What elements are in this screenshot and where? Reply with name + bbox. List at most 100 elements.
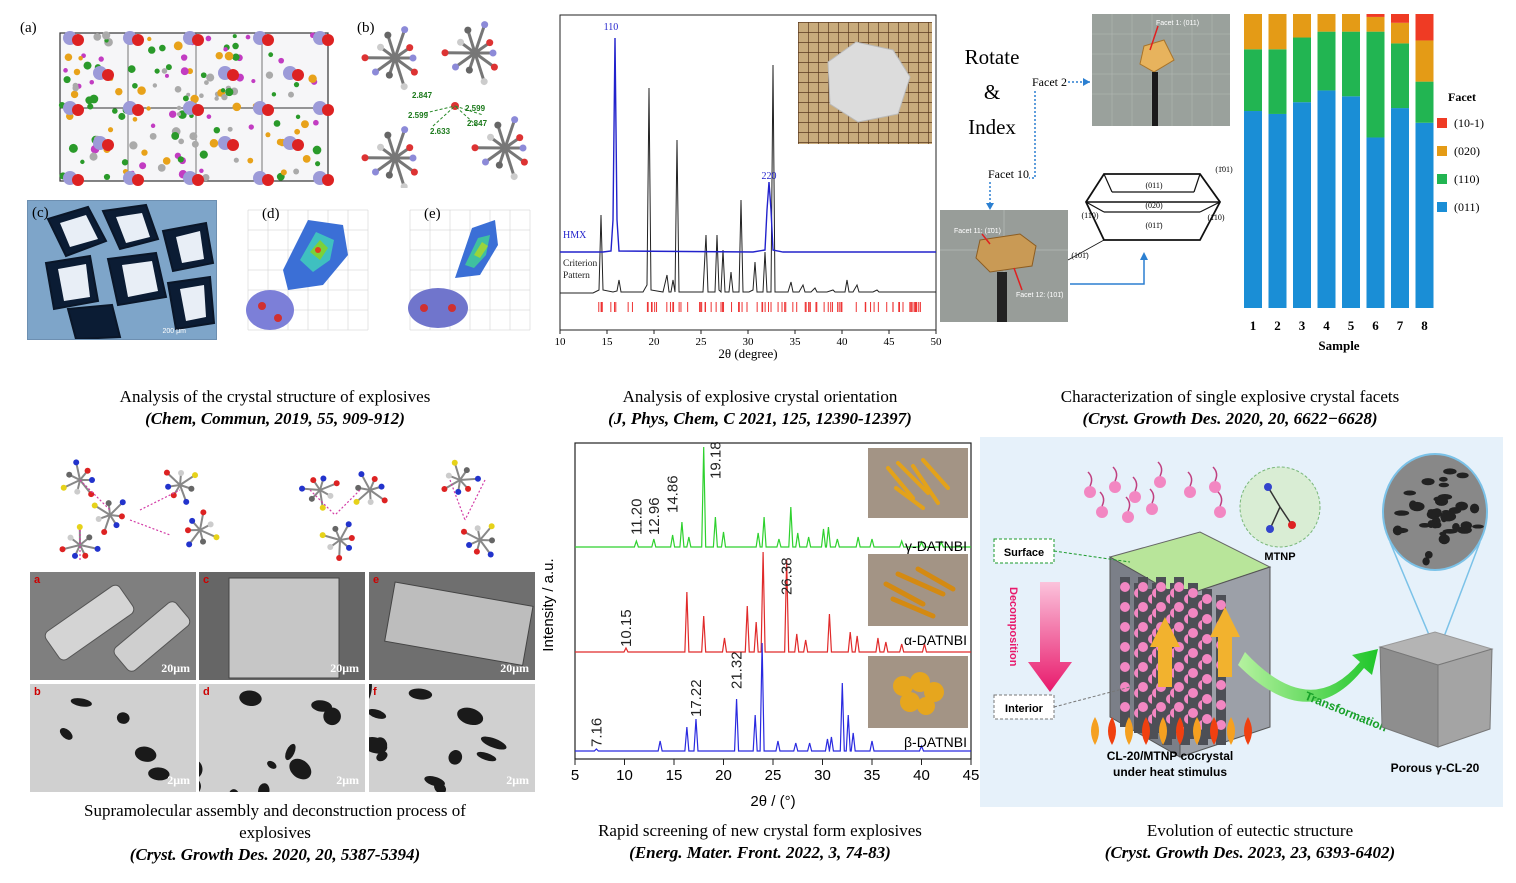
hydrogen-bond-diagram: 2.847 2.599 2.633 2.599 2.847 xyxy=(361,21,528,188)
fingerprint-plot-d: (d) xyxy=(238,200,378,340)
bar-segment xyxy=(1342,14,1360,32)
legend-label: (10-1) xyxy=(1454,116,1484,130)
sem-panel-letter: c xyxy=(203,574,210,586)
bar-segment xyxy=(1268,49,1287,114)
x-tick-label: 25 xyxy=(696,336,708,348)
bar-segment xyxy=(1244,111,1262,309)
bar-segment xyxy=(1391,14,1409,23)
fingerprint-plot-e: (e) xyxy=(400,200,540,340)
panel-label-d: (d) xyxy=(262,206,280,222)
sem-scale-label: 2μm xyxy=(167,773,190,787)
facet-2-label: Facet 2 xyxy=(1032,75,1067,90)
bar-segment xyxy=(1366,16,1385,32)
face-label: (1̄10) xyxy=(1207,213,1224,222)
x-tick-label: 35 xyxy=(790,336,802,348)
x-tick-label: 45 xyxy=(963,767,980,784)
sem-panel-letter: d xyxy=(203,686,210,698)
panel-label-b: (b) xyxy=(357,20,375,36)
bar-segment xyxy=(1268,14,1287,50)
x-tick-label: 7 xyxy=(1397,318,1404,333)
hb-label: 2.599 xyxy=(465,104,486,113)
x-tick-label: 35 xyxy=(864,767,881,784)
crystal-micrograph: (c) 200 μm xyxy=(27,200,217,340)
peak-label-110: 110 xyxy=(604,22,619,33)
rotate-index-label: Rotate & Index xyxy=(964,45,1020,139)
crystal-goniometer-photo-top: Facet 1: (011) xyxy=(1092,14,1230,126)
sem-scale-label: 2μm xyxy=(336,773,359,787)
peak-label: 7.16 xyxy=(588,718,605,747)
peak-label: 11.20 xyxy=(628,499,645,535)
peak-label: 19.18 xyxy=(707,441,724,479)
face-label: (110) xyxy=(1081,211,1098,220)
axis-label-x: 2θ (degree) xyxy=(718,346,777,361)
facet-10-label: Facet 10 xyxy=(988,167,1029,182)
sem-image: f 2μm xyxy=(369,684,535,792)
bar-segment xyxy=(1293,102,1311,308)
bar-segment xyxy=(1391,108,1409,308)
sem-panel-letter: f xyxy=(373,686,377,698)
series-label-gamma: γ-DATNBI xyxy=(905,538,967,554)
gamma-crystal-photo xyxy=(868,448,968,518)
interior-label: Interior xyxy=(1005,703,1044,715)
bar-segment xyxy=(1391,43,1409,109)
bar-segment xyxy=(1244,49,1262,112)
sem-image: b 2μm xyxy=(30,684,196,792)
legend-swatch xyxy=(1437,202,1447,212)
caption-crystal-facets: Characterization of single explosive cry… xyxy=(1060,387,1400,428)
cocrystal-label: under heat stimulus xyxy=(1113,765,1227,779)
x-tick-label: 15 xyxy=(602,336,614,348)
bar-segment xyxy=(1366,14,1385,17)
x-tick-label: 3 xyxy=(1299,318,1306,333)
x-tick-label: 30 xyxy=(814,767,831,784)
face-label: (101̄) xyxy=(1071,251,1089,260)
facet-proportion-chart: 1 2 3 4 5 6 7 8 Sample Facet (10-1) (020) (110) (0… xyxy=(1244,14,1484,353)
sem-scale-label: 20μm xyxy=(500,661,529,675)
bar-segment xyxy=(1268,113,1287,309)
x-tick-label: 5 xyxy=(1348,318,1355,333)
supramolecular-assembly-diagram xyxy=(59,459,495,561)
caption-crystal-orientation: Analysis of explosive crystal orientatio… xyxy=(608,387,912,428)
panel-label-c: (c) xyxy=(32,205,49,221)
x-tick-label: 45 xyxy=(884,336,896,348)
facet-11-label: Facet 11: (1̄01) xyxy=(954,228,1001,235)
x-tick-label: 20 xyxy=(715,767,732,784)
face-label: (011̄) xyxy=(1145,221,1162,230)
peak-label-220: 220 xyxy=(762,171,777,182)
bar-segment xyxy=(1415,122,1434,308)
axis-label-x: Sample xyxy=(1318,338,1359,353)
caption-crystal-structure: Analysis of the crystal structure of exp… xyxy=(119,387,431,428)
x-tick-label: 1 xyxy=(1250,318,1257,333)
x-tick-label: 2 xyxy=(1274,318,1281,333)
bar-segment xyxy=(1366,137,1385,308)
surface-label: Surface xyxy=(1004,547,1044,559)
series-label-alpha: α-DATNBI xyxy=(904,632,967,648)
x-tick-label: 50 xyxy=(931,336,943,348)
series-label-hmx: HMX xyxy=(563,230,587,241)
peak-label: 26.38 xyxy=(779,557,796,595)
bar-segment xyxy=(1244,14,1262,50)
x-tick-label: 5 xyxy=(571,767,579,784)
hb-label: 2.599 xyxy=(408,111,429,120)
legend-title: Facet xyxy=(1448,90,1476,104)
x-tick-label: 40 xyxy=(837,336,849,348)
axis-label-x: 2θ / (°) xyxy=(750,793,795,810)
packing-diagram xyxy=(58,31,334,186)
facet-12-label: Facet 12: (101̄) xyxy=(1016,292,1064,299)
bar-segment xyxy=(1293,14,1311,38)
hb-label: 2.633 xyxy=(430,127,451,136)
bar-segment xyxy=(1391,22,1409,44)
crystal-goniometer-photo-bottom: Facet 11: (1̄01) Facet 12: (101̄) xyxy=(940,210,1068,322)
sem-image: a 20μm xyxy=(30,572,196,680)
bar-segment xyxy=(1293,37,1311,103)
legend-label: (110) xyxy=(1454,172,1480,186)
x-tick-label: 10 xyxy=(555,336,567,348)
x-tick-label: 8 xyxy=(1421,318,1428,333)
decomposition-label: Decomposition xyxy=(1007,587,1019,667)
x-tick-label: 4 xyxy=(1323,318,1330,333)
beta-crystal-photo xyxy=(868,656,968,728)
cocrystal-label: CL-20/MTNP cocrystal xyxy=(1107,749,1234,763)
legend-swatch xyxy=(1437,174,1447,184)
face-label: (020) xyxy=(1145,201,1163,210)
x-tick-label: 25 xyxy=(765,767,782,784)
caption-supramolecular: Supramolecular assembly and deconstructi… xyxy=(84,801,466,864)
